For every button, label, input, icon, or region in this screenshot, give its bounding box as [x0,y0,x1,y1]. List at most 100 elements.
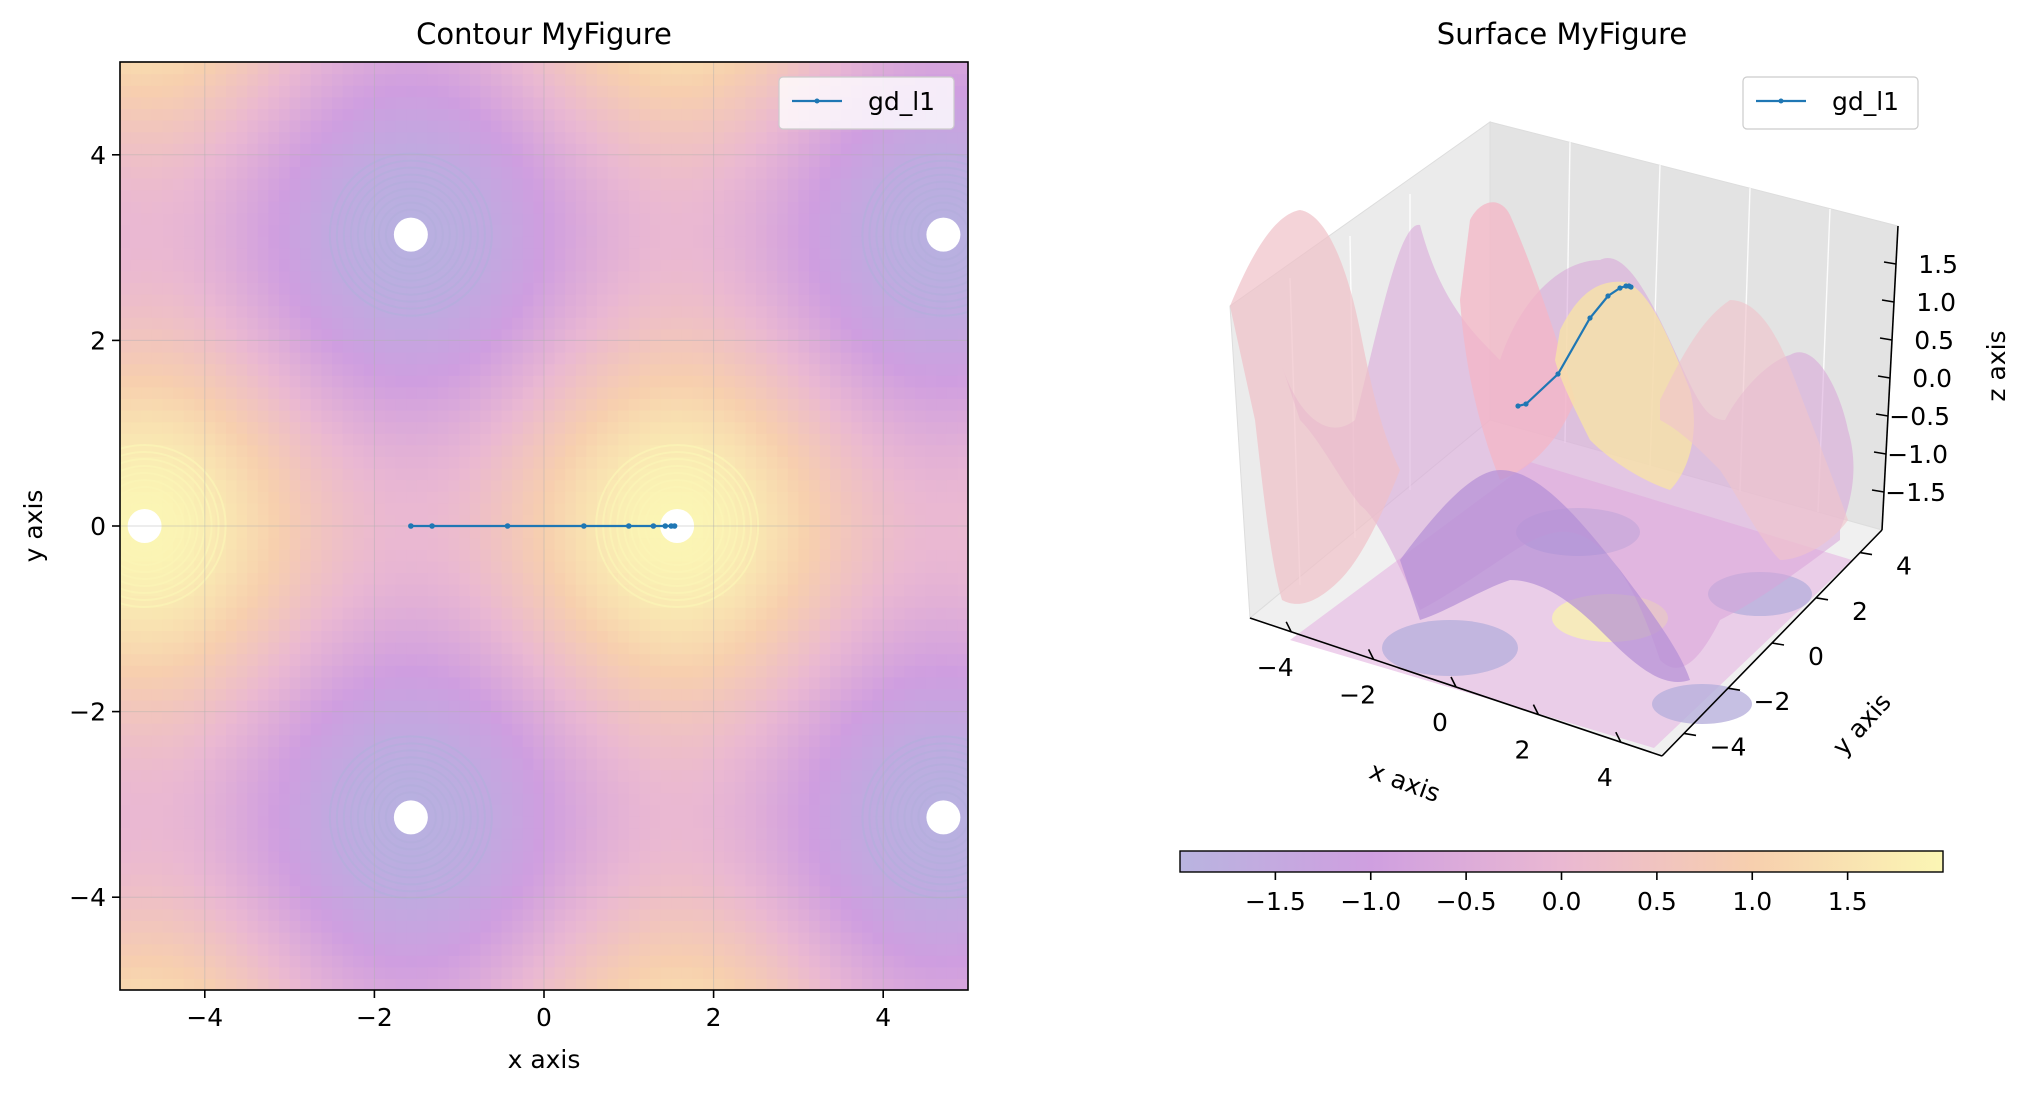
contour-cell [289,201,301,214]
contour-cell [194,363,206,376]
contour-cell [703,804,715,817]
contour-cell [639,734,651,747]
contour-cell [756,920,768,933]
contour-cell [618,85,630,98]
contour-cell [671,758,683,771]
contour-cell [703,398,715,411]
contour-cell [448,386,460,399]
contour-cell [565,908,577,921]
contour-cell [438,96,450,109]
contour-cell [416,178,428,191]
contour-cell [279,862,291,875]
contour-cell [766,189,778,202]
contour-cell [650,398,662,411]
contour-cell [777,955,789,968]
contour-cell [692,259,704,272]
contour-cell [766,386,778,399]
contour-cell [565,758,577,771]
contour-cell [395,665,407,678]
contour-cell [724,769,736,782]
contour-cell [268,386,280,399]
contour-cell [448,363,460,376]
contour-cell [597,166,609,179]
contour-cell [628,723,640,736]
contour-cell [321,259,333,272]
contour-cell [544,317,556,330]
contour-cell [650,676,662,689]
contour-cell [459,491,471,504]
contour-cell [724,433,736,446]
contour-cell [597,282,609,295]
contour-cell [395,189,407,202]
contour-cell [544,862,556,875]
contour-cell [575,746,587,759]
contour-cell [448,514,460,527]
contour-cell [480,955,492,968]
contour-cell [332,966,344,979]
contour-cell [289,96,301,109]
contour-cell [226,236,238,249]
contour-cell [162,537,174,550]
contour-cell [501,166,513,179]
contour-cell [300,270,312,283]
contour-cell [692,514,704,527]
contour-cell [448,340,460,353]
contour-cell [300,224,312,237]
contour-cell [183,282,195,295]
contour-cell [671,456,683,469]
contour-cell [480,212,492,225]
contour-cell [692,816,704,829]
contour-cell [257,595,269,608]
contour-cell [618,259,630,272]
contour-cell [692,247,704,260]
contour-cell [639,688,651,701]
contour-cell [586,897,598,910]
contour-cell [734,85,746,98]
contour-cell [268,352,280,365]
contour-cell [777,723,789,736]
contour-cell [289,120,301,133]
contour-cell [512,734,524,747]
contour-cell [173,444,185,457]
contour-cell [247,491,259,504]
contour-cell [120,827,132,840]
contour-cell [671,642,683,655]
contour-cell [681,479,693,492]
contour-cell [756,630,768,643]
contour-cell [204,781,216,794]
contour-cell [257,839,269,852]
contour-cell [628,526,640,539]
contour-cell [618,444,630,457]
contour-cell [395,572,407,585]
contour-cell [734,978,746,990]
contour-cell [745,642,757,655]
contour-cell [236,386,248,399]
contour-cell [480,85,492,98]
contour-cell [151,932,163,945]
contour-cell [618,236,630,249]
contour-cell [406,421,418,434]
contour-cell [745,816,757,829]
contour-cell [268,236,280,249]
contour-cell [300,874,312,887]
contour-cell [363,549,375,562]
contour-cell [385,456,397,469]
contour-cell [681,85,693,98]
contour-cell [766,224,778,237]
contour-cell [321,212,333,225]
contour-cell [565,328,577,341]
contour-cell [321,62,333,75]
contour-cell [215,282,227,295]
contour-cell [480,572,492,585]
contour-cell [141,653,153,666]
contour-cell [565,526,577,539]
contour-cell [618,143,630,156]
contour-cell [448,607,460,620]
contour-cell [607,665,619,678]
contour-cell [491,932,503,945]
contour-cell [565,549,577,562]
contour-cell [501,560,513,573]
contour-cell [607,305,619,318]
contour-cell [427,665,439,678]
contour-cell [459,456,471,469]
